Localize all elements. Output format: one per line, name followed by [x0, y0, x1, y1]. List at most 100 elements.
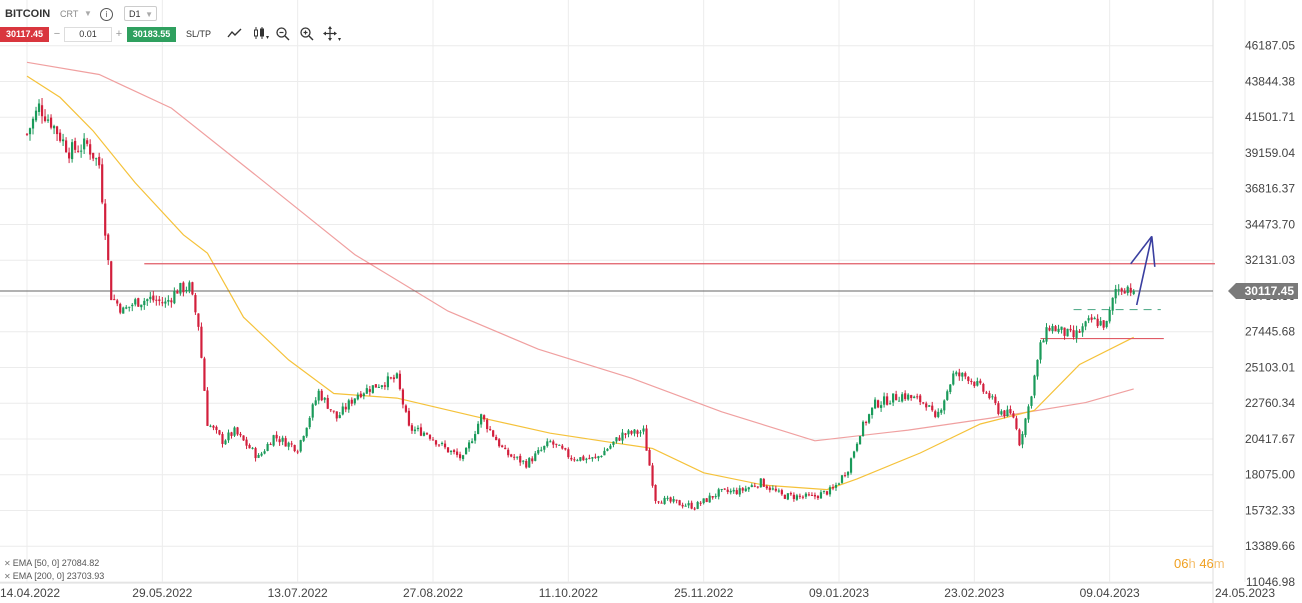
y-tick-label: 36816.37 [1245, 182, 1295, 196]
candle-body [946, 391, 949, 400]
candle-body [531, 458, 534, 462]
candle-body [434, 440, 438, 445]
candle-body [215, 426, 218, 431]
x-tick-label: 24.05.2023 [1215, 586, 1275, 600]
candle-body [735, 490, 738, 495]
lot-size-input[interactable]: 0.01 [64, 27, 112, 42]
x-tick-label: 09.01.2023 [809, 586, 869, 600]
candle-body [717, 489, 720, 497]
candle-body [58, 132, 62, 141]
symbol-name[interactable]: BITCOIN [5, 8, 51, 20]
candle-body [344, 406, 347, 410]
candle-body [759, 478, 762, 488]
candle-body [889, 403, 892, 405]
lot-decrease-button[interactable]: − [53, 28, 61, 40]
candle-body [477, 423, 480, 434]
candle-body [594, 456, 597, 458]
candle-body [898, 400, 901, 402]
close-icon[interactable]: ✕ [4, 559, 11, 568]
y-tick-label: 27445.68 [1245, 325, 1295, 339]
candle-body [1045, 327, 1048, 342]
candle-body [467, 442, 471, 449]
candle-body [1069, 328, 1072, 331]
candle-body [74, 140, 77, 150]
candlestick-icon[interactable] [252, 26, 270, 44]
candle-body [669, 497, 672, 502]
x-tick-label: 13.07.2022 [268, 586, 328, 600]
candle-body [1027, 406, 1030, 420]
candle-body [973, 381, 976, 387]
candle-body [302, 436, 305, 441]
timeframe-select[interactable]: D1 ▼ [124, 6, 157, 21]
chart-toolbar: BITCOIN CRT ▼ i D1 ▼ 30117.45 − 0.01 + 3… [0, 0, 360, 48]
candle-body [278, 439, 281, 443]
candle-body [329, 409, 332, 411]
buy-price-button[interactable]: 30183.55 [127, 27, 176, 42]
candle-body [690, 502, 693, 509]
zoom-out-icon[interactable] [274, 26, 292, 44]
candle-body [362, 393, 365, 397]
y-tick-label: 46187.05 [1245, 39, 1295, 53]
ema-50-label: EMA [50, 0] 27084.82 [12, 558, 100, 568]
candle-body [71, 142, 74, 160]
symbol-dropdown-icon[interactable]: ▼ [84, 9, 92, 18]
candle-body [251, 447, 254, 449]
candle-body [1102, 320, 1105, 328]
candle-body [570, 457, 573, 460]
candle-body [789, 493, 792, 495]
x-tick-label: 14.04.2022 [0, 586, 60, 600]
sell-price-button[interactable]: 30117.45 [0, 27, 49, 42]
candle-body [64, 140, 68, 153]
lot-increase-button[interactable]: + [115, 28, 123, 40]
candle-body [561, 445, 564, 449]
info-icon[interactable]: i [100, 8, 113, 21]
candle-body [940, 409, 943, 413]
close-icon[interactable]: ✕ [4, 572, 11, 581]
candle-body [967, 376, 970, 382]
candle-body [660, 502, 663, 504]
candle-body [537, 450, 540, 454]
candle-body [317, 390, 320, 401]
candle-body [931, 405, 934, 411]
candle-body [1039, 342, 1042, 360]
candle-body [110, 261, 113, 301]
candle-body [464, 447, 468, 455]
candle-body [549, 441, 552, 443]
candle-body [290, 443, 293, 445]
candle-body [1114, 288, 1117, 299]
candle-body [498, 439, 501, 447]
ema-50-legend[interactable]: ✕ EMA [50, 0] 27084.82 [4, 558, 99, 568]
candle-body [609, 445, 612, 449]
candle-body [401, 389, 405, 405]
candle-body [119, 303, 122, 313]
candle-body [416, 427, 420, 430]
candle-body [1105, 320, 1108, 327]
y-tick-label: 22760.34 [1245, 396, 1295, 410]
candle-body [666, 497, 669, 499]
candle-body [534, 453, 537, 461]
candle-body [443, 443, 447, 448]
y-tick-label: 18075.00 [1245, 468, 1295, 482]
candle-body [1036, 359, 1039, 377]
candle-body [386, 376, 389, 388]
candle-body [1057, 328, 1060, 332]
candle-body [792, 494, 795, 499]
candle-body [711, 496, 714, 498]
line-chart-icon[interactable] [226, 26, 244, 44]
candle-body [1132, 290, 1135, 294]
candle-body [645, 428, 648, 451]
candle-body [720, 488, 723, 490]
candle-body [40, 105, 44, 117]
candle-body [588, 457, 591, 459]
ema-200-legend[interactable]: ✕ EMA [200, 0] 23703.93 [4, 571, 104, 581]
candle-body [1078, 331, 1081, 333]
candle-body [870, 407, 874, 416]
move-icon[interactable] [323, 26, 341, 44]
zoom-in-icon[interactable] [298, 26, 316, 44]
candle-body [140, 304, 143, 308]
candle-body [991, 396, 994, 398]
candle-body [925, 403, 928, 408]
sltp-button[interactable]: SL/TP [186, 29, 212, 39]
candle-body [627, 430, 630, 435]
